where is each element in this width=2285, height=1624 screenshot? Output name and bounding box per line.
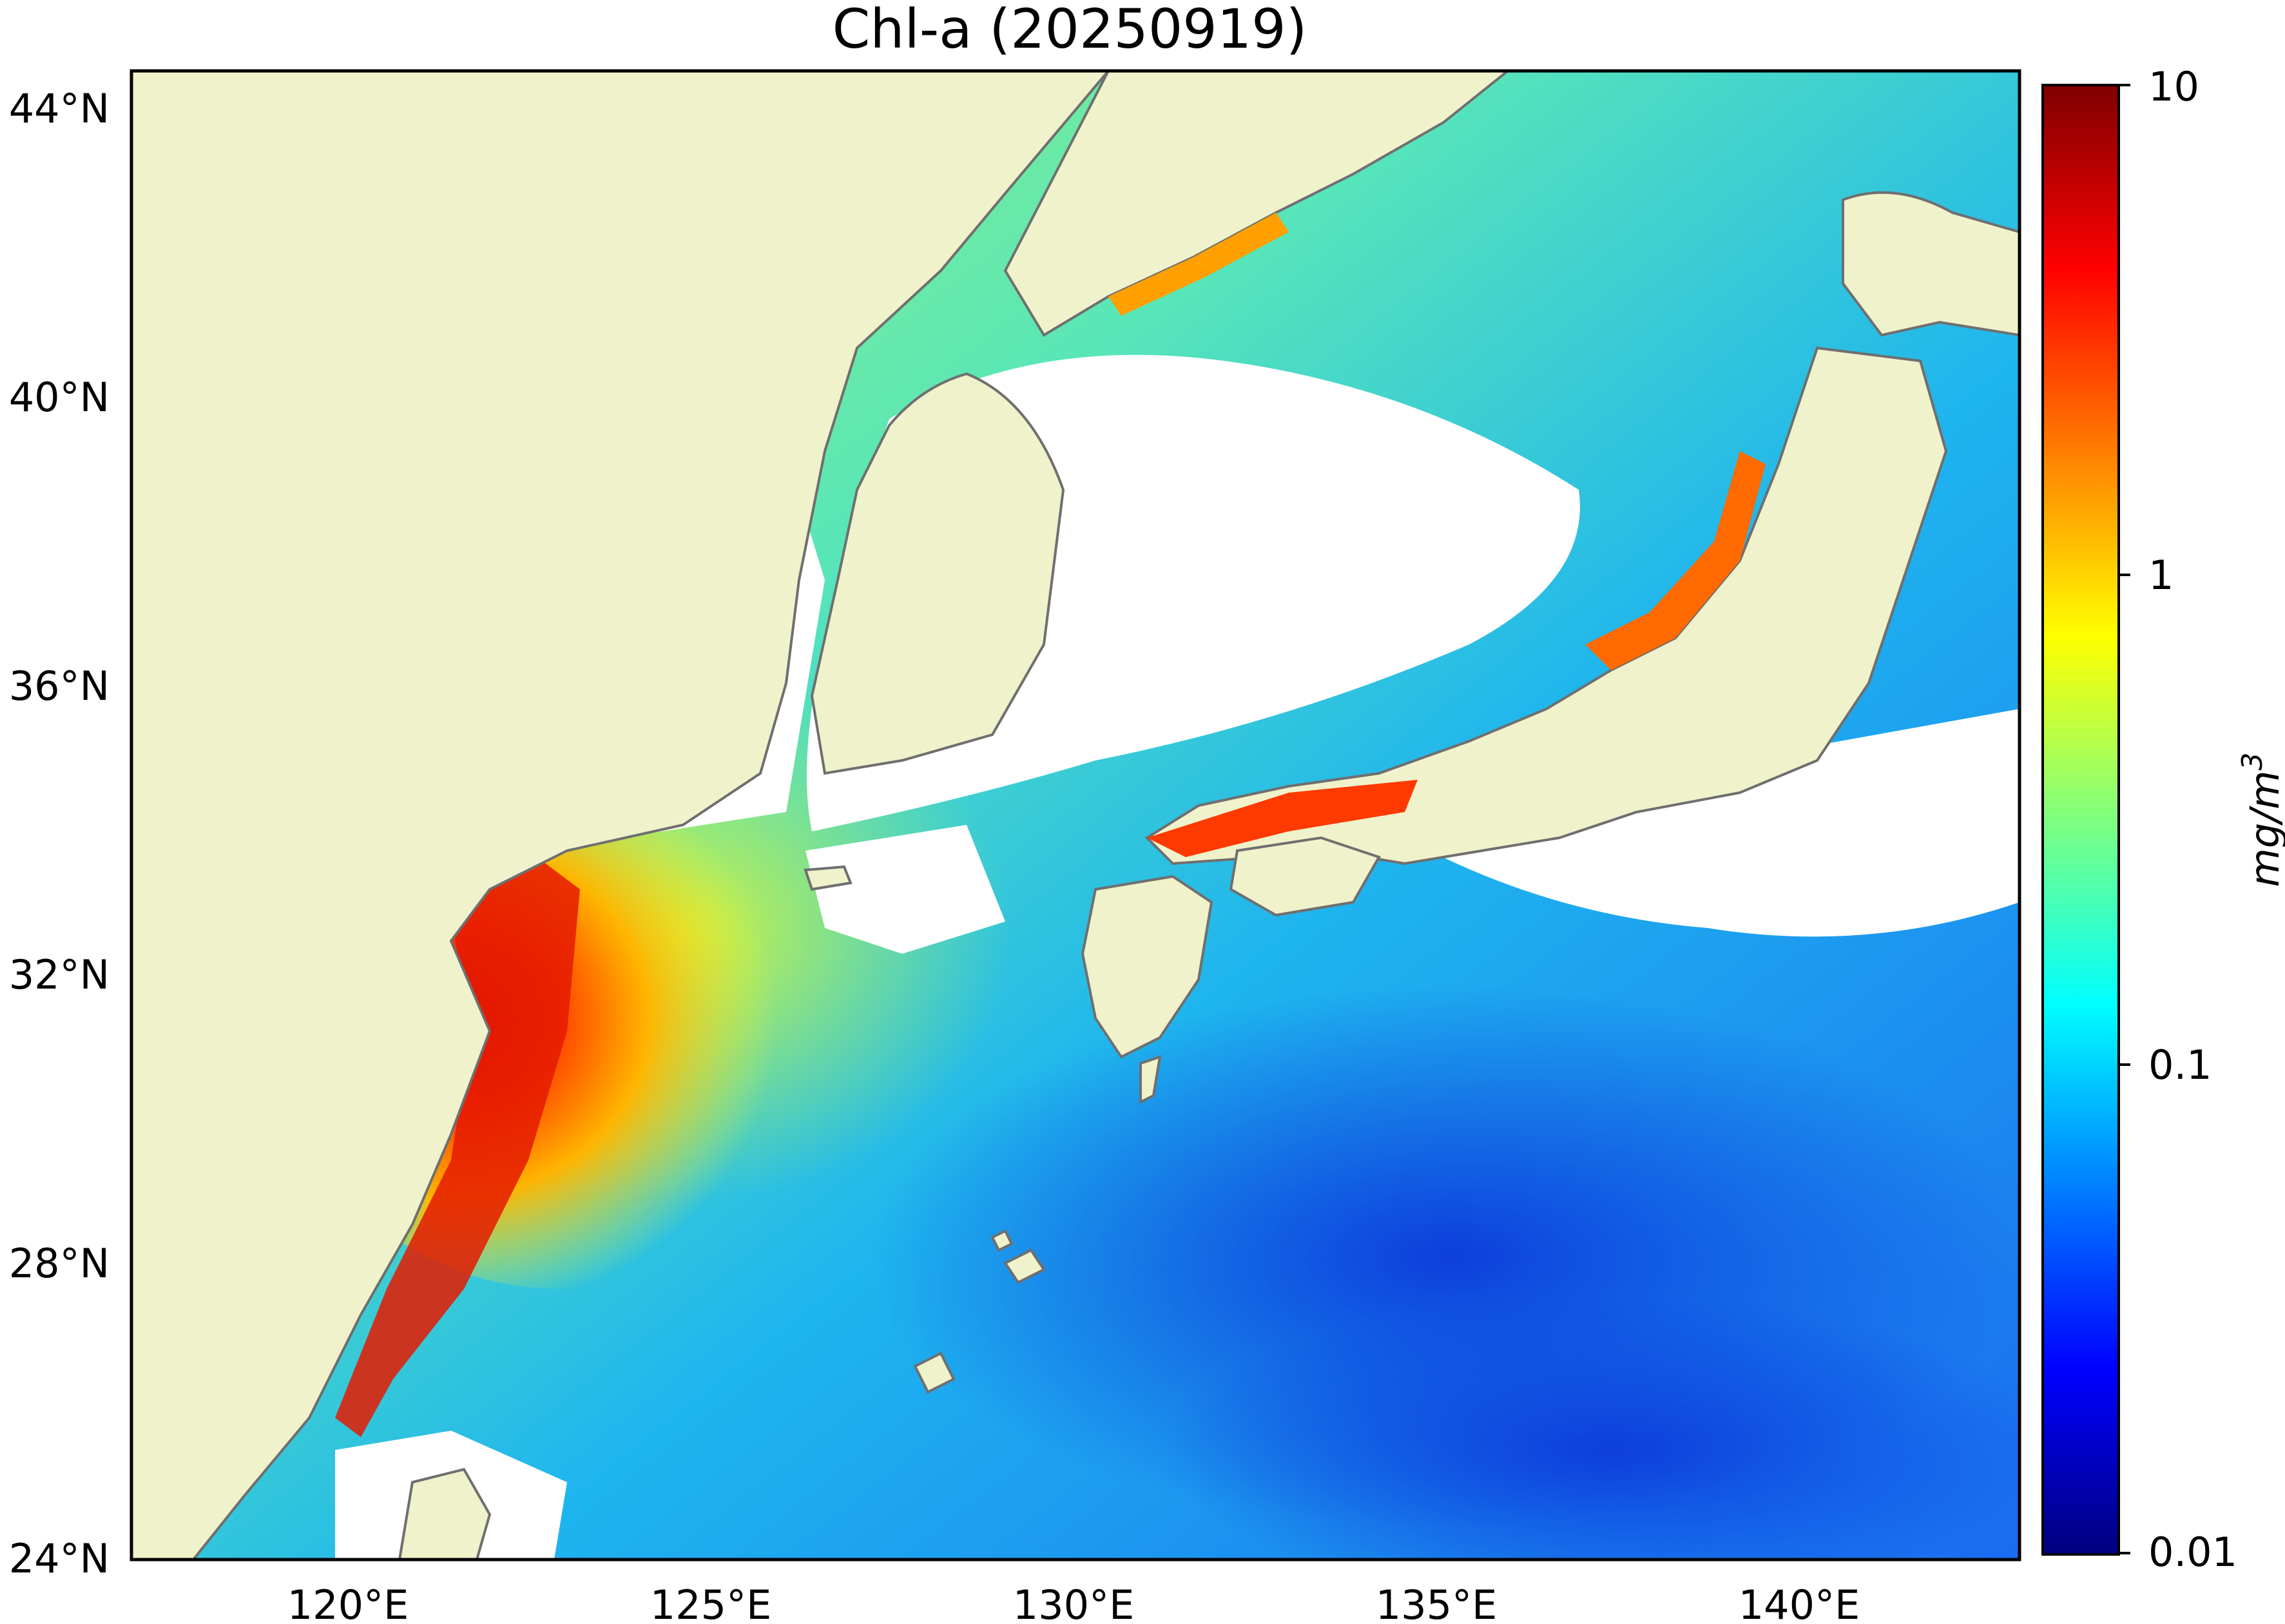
colorbar-unit-label: mg/m3: [2236, 752, 2285, 887]
colorbar-gradient: [2041, 84, 2120, 1556]
cloud-cover-east-china-sea: [805, 825, 1005, 954]
colorbar-tick-label: 1: [2148, 552, 2174, 599]
lon-tick-label: 120°E: [287, 1581, 409, 1624]
korea: [810, 372, 1065, 775]
cloud-cover-east: [1405, 709, 2020, 937]
kyushu: [1081, 875, 1213, 1059]
lon-tick-label: 130°E: [1013, 1581, 1135, 1624]
tanegashima: [1139, 1055, 1162, 1105]
jeju-island: [804, 865, 853, 891]
china-mainland: [131, 71, 1110, 1560]
coastal-high-chl-russia: [1108, 213, 1289, 316]
lat-tick-label: 36°N: [9, 662, 110, 710]
map-title: Chl-a (20250919): [832, 0, 1307, 61]
colorbar-unit-superscript: 3: [2236, 752, 2269, 770]
shikoku: [1229, 836, 1381, 917]
colorbar: 10 1 0.1 0.01 mg/m3: [2041, 63, 2285, 1576]
ryukyu-islands: [913, 1229, 1046, 1394]
map-frame: [130, 69, 2021, 1561]
taiwan: [398, 1467, 492, 1560]
lon-tick-label: 140°E: [1739, 1581, 1860, 1624]
land: [131, 71, 2020, 1560]
coastal-high-chl-china: [335, 851, 580, 1437]
colorbar-tick-label: 10: [2148, 63, 2199, 110]
lat-ticks: 44°N 40°N 36°N 32°N 28°N 24°N: [9, 85, 110, 1582]
lat-tick-label: 32°N: [9, 951, 110, 998]
lat-tick-label: 28°N: [9, 1240, 110, 1287]
coastal-high-chl-japan-sea: [1585, 451, 1766, 670]
colorbar-tick-label: 0.01: [2148, 1529, 2237, 1576]
lon-tick-label: 135°E: [1376, 1581, 1498, 1624]
lat-tick-label: 40°N: [9, 374, 110, 421]
lat-tick-label: 24°N: [9, 1535, 110, 1582]
lon-tick-label: 125°E: [650, 1581, 772, 1624]
lon-ticks: 120°E 125°E 130°E 135°E 140°E: [287, 1581, 1860, 1624]
low-chl-gyre-south: [1160, 1295, 2020, 1560]
colorbar-unit-text: mg/m: [2241, 770, 2285, 887]
colorbar-tick-label: 0.1: [2148, 1041, 2212, 1088]
lat-tick-label: 44°N: [9, 85, 110, 132]
coastal-high-chl-seto: [1147, 780, 1418, 857]
hokkaido: [1842, 191, 2020, 337]
